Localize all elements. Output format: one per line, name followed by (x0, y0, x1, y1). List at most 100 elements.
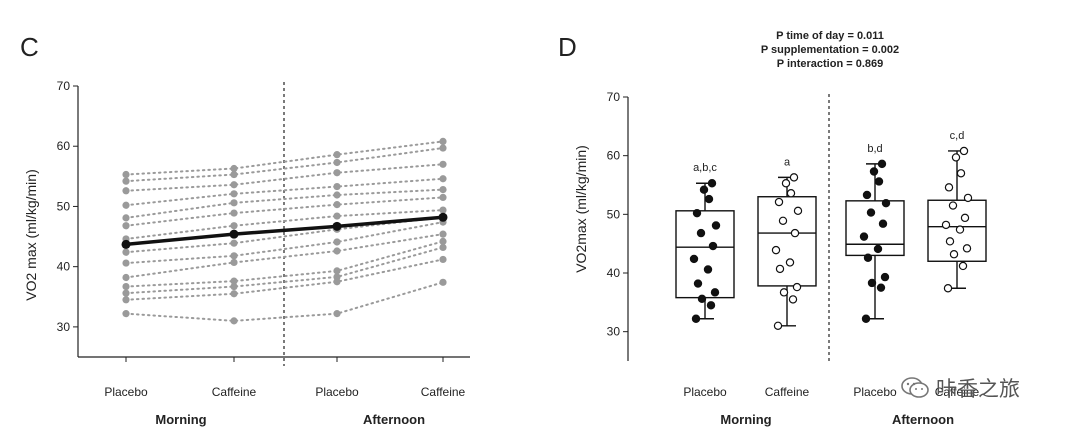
panel-c-x-tick-label: Caffeine (421, 385, 466, 399)
panel-c-subject-line (125, 233, 444, 279)
panel-c-subject-point (230, 164, 238, 173)
panel-c-y-tick-label: 50 (57, 199, 71, 213)
panel-c-subject-series (122, 206, 447, 243)
panel-c-subject-series (122, 218, 447, 267)
panel-c-group-afternoon: Afternoon (363, 412, 425, 427)
panel-d-point (706, 301, 716, 310)
panel-c-subject-series (122, 230, 447, 282)
panel-c-chart: C 30 40 50 60 70 Placebo Caffeine Placebo Caffe… (20, 32, 470, 427)
panel-d-point (779, 288, 789, 297)
panel-c-y-tick-label: 60 (57, 139, 71, 153)
panel-c-subject-point (230, 181, 238, 189)
panel-c-subject-point (122, 170, 130, 179)
panel-c-subject-series (122, 175, 447, 209)
panel-d-y-tick-label: 30 (607, 325, 621, 339)
panel-d-y-tick-label: 40 (607, 266, 621, 280)
panel-d-point (948, 201, 958, 210)
panel-d-p-interaction: P interaction = 0.869 (777, 58, 884, 70)
panel-c-subject-point (333, 191, 341, 199)
panel-c-subject-point (439, 206, 447, 214)
panel-c-mean-point (438, 212, 448, 222)
panel-d-point (944, 183, 954, 192)
panel-d-point (955, 225, 965, 234)
panel-d-box-rect (675, 210, 735, 299)
panel-d-y-tick-label: 60 (607, 149, 621, 163)
panel-c-subject-point (333, 151, 341, 159)
panel-c-subject-point (439, 278, 447, 286)
panel-d-point (703, 265, 713, 274)
panel-d-x-tick-label: Placebo (683, 385, 727, 399)
panel-c-subject-point (439, 230, 447, 238)
panel-c-subject-point (230, 277, 238, 285)
panel-c-subject-point (230, 290, 238, 298)
panel-c-x-tick-label: Placebo (315, 385, 359, 399)
panel-d-point (778, 216, 788, 225)
panel-c-subject-point (333, 201, 341, 209)
panel-d-point (943, 284, 953, 293)
panel-d-p-time: P time of day = 0.011 (776, 30, 884, 42)
panel-c-subject-line (125, 177, 444, 207)
panel-c-subject-point (122, 187, 130, 195)
panel-d-y-tick-label: 50 (607, 207, 621, 221)
watermark: 咔香之旅 (900, 370, 1060, 406)
panel-d-chart: D P time of day = 0.011 P supplementatio… (558, 30, 987, 427)
panel-c-subject-point (122, 296, 130, 304)
wechat-icon (901, 377, 929, 398)
panel-d-point (941, 220, 951, 230)
panel-c-subject-point (439, 193, 447, 202)
panel-c-subject-point (439, 237, 447, 245)
panel-d-point (867, 278, 877, 288)
panel-c-subject-line (125, 246, 444, 295)
panel-c-subject-line (125, 221, 444, 265)
panel-d-x-tick-label: Placebo (853, 385, 897, 399)
panel-d-point (951, 153, 961, 162)
panel-c-y-tick-label: 70 (57, 79, 71, 93)
panel-d-point (789, 173, 799, 182)
panel-d-point (877, 159, 887, 169)
panel-c-subject-point (333, 158, 341, 167)
panel-c-subject-point (230, 317, 238, 325)
panel-c-subject-series (122, 278, 447, 325)
panel-c-subject-series (122, 144, 447, 185)
panel-d-point (697, 294, 707, 304)
panel-c-y-tick-label: 30 (57, 320, 71, 334)
panel-c-subject-point (439, 255, 447, 264)
panel-d-x-tick-label: Caffeine (765, 385, 810, 399)
panel-d-point (873, 244, 883, 254)
panel-d-point (880, 272, 890, 282)
panel-d-point (962, 244, 972, 253)
panel-d-point (956, 169, 966, 178)
panel-c-subject-point (122, 222, 130, 230)
panel-d-point (699, 185, 709, 194)
watermark-text: 咔香之旅 (936, 377, 1020, 401)
panel-d-point (786, 189, 796, 198)
panel-c-subject-line (125, 258, 444, 301)
panel-c-subject-point (230, 222, 238, 230)
panel-c-subject-point (333, 267, 341, 275)
panel-c-subject-point (230, 190, 238, 198)
panel-c-subject-point (333, 238, 341, 246)
panel-c-subject-series (122, 255, 447, 304)
panel-c-mean-point (121, 239, 131, 249)
panel-c-subject-line (125, 281, 444, 322)
panel-c-mean-polyline (125, 215, 444, 247)
panel-c-subject-point (122, 214, 130, 222)
panel-d-point (859, 232, 869, 241)
panel-d-point (863, 253, 873, 262)
panel-d-y-ticks: 30 40 50 60 70 (607, 90, 628, 339)
panel-c-subject-point (122, 248, 130, 256)
panel-c-label: C (20, 32, 39, 62)
panel-c-subject-point (122, 273, 130, 282)
panel-d-axes (627, 94, 830, 364)
panel-d-box-rect (757, 196, 817, 287)
panel-c-mean-point (229, 229, 239, 239)
panel-d-letter: b,d (867, 143, 882, 155)
panel-c-x-tick-label: Placebo (104, 385, 148, 399)
panel-c-subject-point (333, 273, 341, 281)
panel-d-box (757, 176, 817, 327)
panel-c-subject-line (125, 140, 444, 176)
panel-c-subject-series (122, 243, 447, 297)
panel-d-letter: a (784, 156, 791, 168)
panel-d-point (959, 146, 969, 156)
panel-d-point (689, 254, 699, 264)
